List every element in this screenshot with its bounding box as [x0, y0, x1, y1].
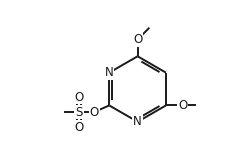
Text: O: O — [178, 99, 188, 112]
Text: N: N — [105, 66, 114, 79]
Text: O: O — [133, 33, 142, 46]
Text: N: N — [133, 115, 142, 128]
Text: O: O — [74, 121, 84, 134]
Text: S: S — [75, 106, 83, 119]
Text: O: O — [74, 91, 84, 103]
Text: O: O — [90, 106, 99, 119]
